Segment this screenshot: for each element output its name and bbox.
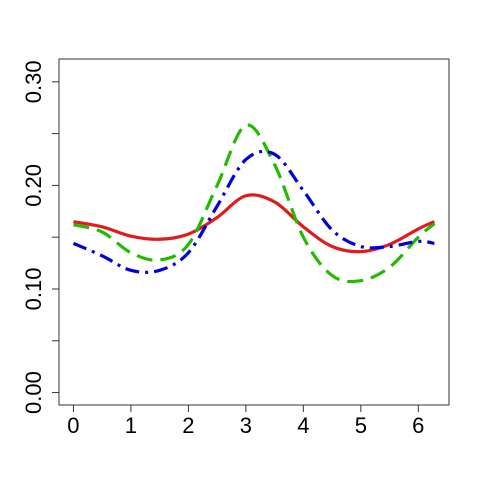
- line-series: [73, 123, 436, 284]
- line-series: [73, 193, 436, 254]
- x-tick-label: 0: [67, 413, 79, 438]
- y-tick-label: 0.20: [21, 164, 46, 207]
- y-tick-label: 0.30: [21, 60, 46, 103]
- x-tick-label: 4: [297, 413, 309, 438]
- x-tick-label: 3: [240, 413, 252, 438]
- x-tick-label: 1: [125, 413, 137, 438]
- x-tick-label: 6: [412, 413, 424, 438]
- line-series: [72, 149, 435, 274]
- x-tick-label: 2: [182, 413, 194, 438]
- x-tick-label: 5: [355, 413, 367, 438]
- y-tick-label: 0.00: [21, 371, 46, 414]
- y-tick-label: 0.10: [21, 268, 46, 311]
